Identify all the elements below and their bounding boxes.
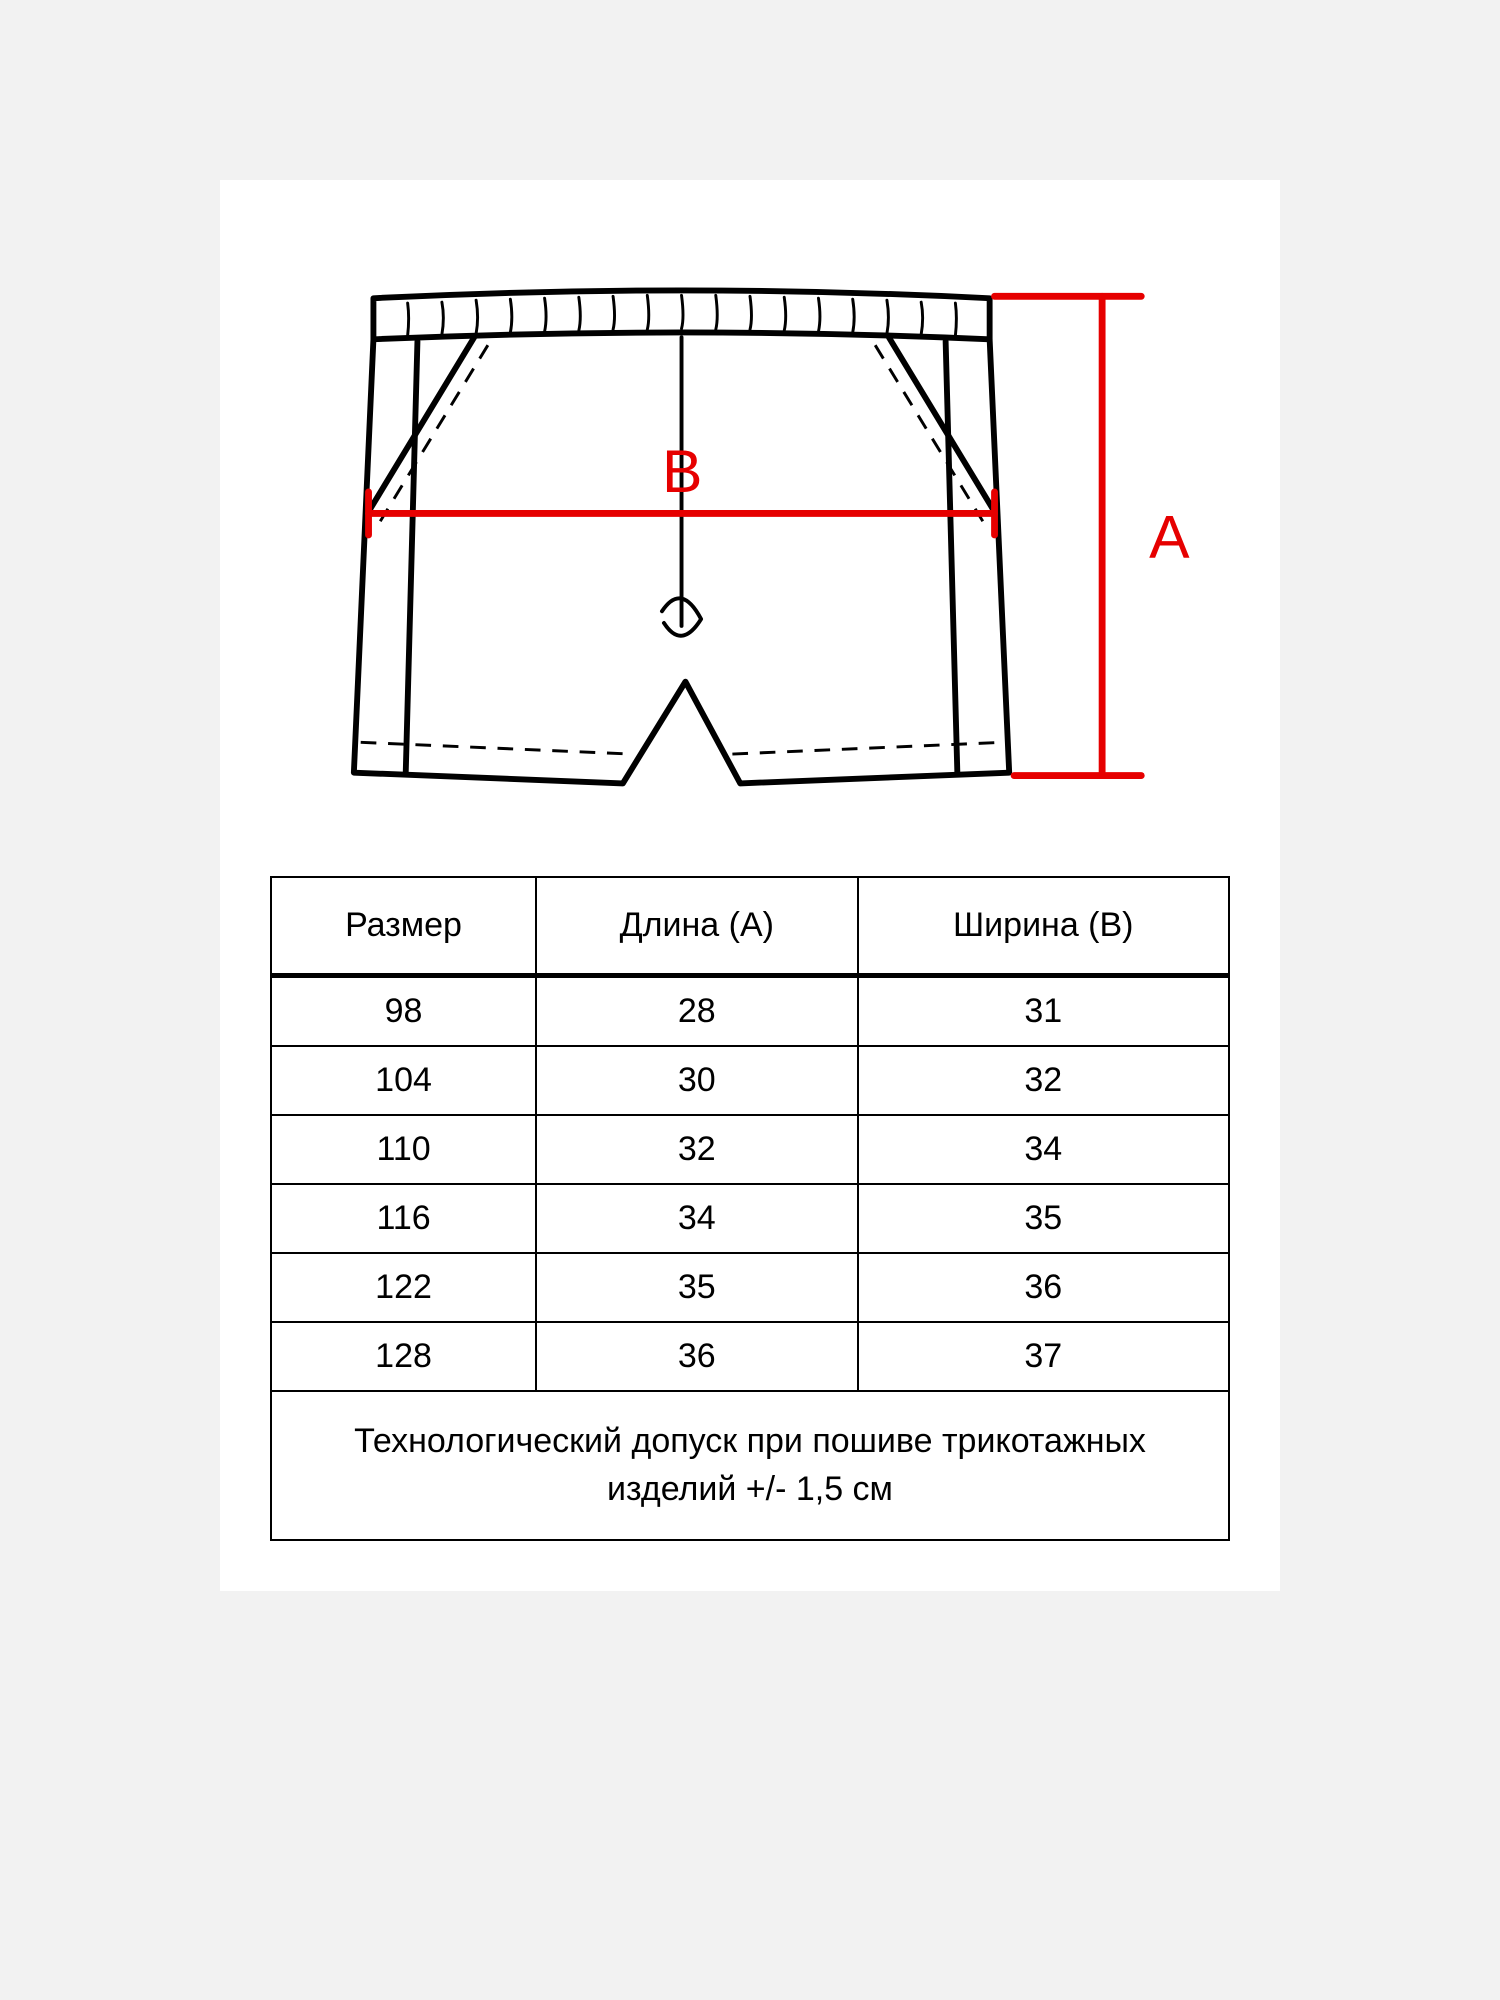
cell: 36 <box>858 1253 1229 1322</box>
shorts-svg: B A <box>270 220 1230 846</box>
cell: 31 <box>858 976 1229 1047</box>
cell: 32 <box>858 1046 1229 1115</box>
size-chart-card: B A Размер Длина (А) Ширина (В) 98 28 31 <box>220 180 1280 1591</box>
cell: 36 <box>536 1322 857 1391</box>
measure-label-a: A <box>1149 502 1190 570</box>
cell: 34 <box>536 1184 857 1253</box>
col-header-size: Размер <box>271 877 536 976</box>
cell: 28 <box>536 976 857 1047</box>
col-header-length: Длина (А) <box>536 877 857 976</box>
cell: 128 <box>271 1322 536 1391</box>
size-table: Размер Длина (А) Ширина (В) 98 28 31 104… <box>270 876 1230 1541</box>
tolerance-note: Технологический допуск при пошиве трикот… <box>271 1391 1229 1540</box>
table-row: 98 28 31 <box>271 976 1229 1047</box>
shorts-diagram: B A <box>270 220 1230 846</box>
cell: 122 <box>271 1253 536 1322</box>
col-header-width: Ширина (В) <box>858 877 1229 976</box>
table-row: 104 30 32 <box>271 1046 1229 1115</box>
cell: 104 <box>271 1046 536 1115</box>
cell: 30 <box>536 1046 857 1115</box>
cell: 98 <box>271 976 536 1047</box>
measure-label-b: B <box>662 437 702 505</box>
cell: 34 <box>858 1115 1229 1184</box>
table-note-row: Технологический допуск при пошиве трикот… <box>271 1391 1229 1540</box>
cell: 37 <box>858 1322 1229 1391</box>
table-row: 128 36 37 <box>271 1322 1229 1391</box>
table-row: 110 32 34 <box>271 1115 1229 1184</box>
cell: 32 <box>536 1115 857 1184</box>
table-body: 98 28 31 104 30 32 110 32 34 116 34 35 1… <box>271 976 1229 1541</box>
table-row: 116 34 35 <box>271 1184 1229 1253</box>
table-row: 122 35 36 <box>271 1253 1229 1322</box>
cell: 110 <box>271 1115 536 1184</box>
table-header-row: Размер Длина (А) Ширина (В) <box>271 877 1229 976</box>
cell: 116 <box>271 1184 536 1253</box>
cell: 35 <box>858 1184 1229 1253</box>
cell: 35 <box>536 1253 857 1322</box>
